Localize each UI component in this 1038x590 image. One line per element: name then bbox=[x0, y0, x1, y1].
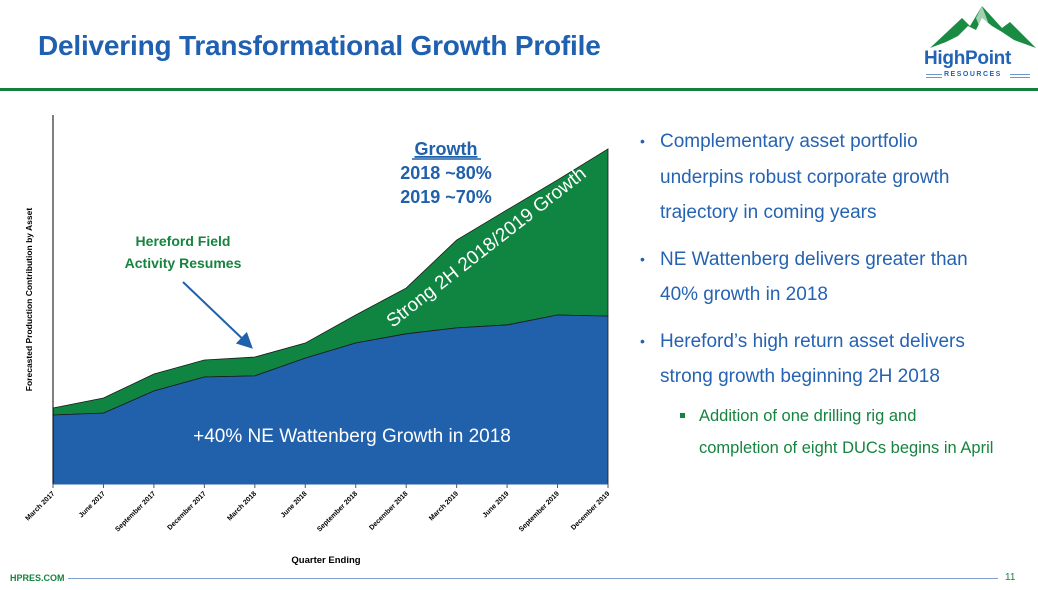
x-tick-label: September 2019 bbox=[518, 490, 561, 533]
bullet-list: • Complementary asset portfolio underpin… bbox=[640, 124, 1030, 464]
x-tick-label: September 2018 bbox=[316, 490, 359, 533]
page-number: 11 bbox=[1005, 572, 1016, 583]
x-tick-label: June 2017 bbox=[78, 490, 107, 519]
sub-bullet-line: Addition of one drilling rig and bbox=[699, 406, 917, 425]
x-axis-label: Quarter Ending bbox=[291, 555, 360, 566]
ne-wattenberg-label: +40% NE Wattenberg Growth in 2018 bbox=[193, 426, 511, 447]
bullet-item: • NE Wattenberg delivers greater than 40… bbox=[640, 242, 1030, 313]
x-tick-label: December 2019 bbox=[570, 490, 611, 531]
x-tick-label: December 2017 bbox=[167, 490, 208, 531]
bullet-line: Complementary asset portfolio bbox=[660, 131, 918, 152]
hereford-annotation-line1: Hereford Field bbox=[136, 233, 231, 249]
bullet-dot: • bbox=[640, 332, 645, 349]
square-bullet-icon bbox=[680, 412, 685, 418]
bullet-item: • Hereford’s high return asset delivers … bbox=[640, 324, 1030, 395]
y-axis-label: Forecasted Production Contribution by As… bbox=[24, 208, 34, 392]
bullet-item: • Complementary asset portfolio underpin… bbox=[640, 124, 1030, 231]
bullet-line: 40% growth in 2018 bbox=[660, 284, 828, 305]
x-tick-label: September 2017 bbox=[114, 490, 157, 533]
x-tick-label: December 2018 bbox=[368, 490, 409, 531]
mountain-icon bbox=[930, 6, 1036, 48]
area-ne-wattenberg bbox=[52, 314, 609, 485]
bullet-dot: • bbox=[640, 133, 645, 149]
bullet-line: trajectory in coming years bbox=[660, 202, 877, 223]
header-rule bbox=[0, 88, 1038, 91]
hereford-annotation-line2: Activity Resumes bbox=[125, 255, 242, 271]
logo-rule-left bbox=[926, 74, 942, 75]
growth-heading: Growth bbox=[415, 139, 478, 159]
footer-rule bbox=[68, 578, 998, 579]
highpoint-logo: HighPoint RESOURCES bbox=[918, 4, 1038, 88]
x-tick-label: June 2018 bbox=[280, 490, 309, 519]
bullet-line: strong growth beginning 2H 2018 bbox=[660, 366, 940, 387]
logo-subtitle: RESOURCES bbox=[944, 71, 1002, 78]
production-area-chart: March 2017 June 2017 September 2017 Decembe… bbox=[24, 115, 611, 566]
x-tick-label: March 2019 bbox=[428, 490, 460, 522]
x-tick-label: March 2017 bbox=[24, 490, 56, 522]
bullet-dot: • bbox=[640, 250, 645, 267]
growth-2019: 2019 ~70% bbox=[400, 187, 492, 207]
page-title: Delivering Transformational Growth Profi… bbox=[38, 30, 601, 61]
sub-bullet-line: completion of eight DUCs begins in April bbox=[699, 438, 994, 457]
sub-bullet-item: Addition of one drilling rig and complet… bbox=[640, 400, 1030, 464]
bullet-line: NE Wattenberg delivers greater than bbox=[660, 248, 968, 270]
footer-website: HPRES.COM bbox=[10, 573, 65, 583]
x-tick-label: June 2019 bbox=[482, 490, 511, 519]
hereford-arrow bbox=[182, 281, 253, 349]
bullet-line: Hereford’s high return asset delivers bbox=[660, 330, 965, 352]
growth-2018: 2018 ~80% bbox=[400, 163, 492, 183]
bullet-line: underpins robust corporate growth bbox=[660, 166, 950, 188]
x-tick-label: March 2018 bbox=[226, 490, 258, 522]
logo-rule-right bbox=[1010, 74, 1030, 75]
logo-name: HighPoint bbox=[924, 48, 1012, 69]
logo-rule-left-2 bbox=[926, 77, 942, 78]
logo-rule-right-2 bbox=[1010, 77, 1030, 78]
